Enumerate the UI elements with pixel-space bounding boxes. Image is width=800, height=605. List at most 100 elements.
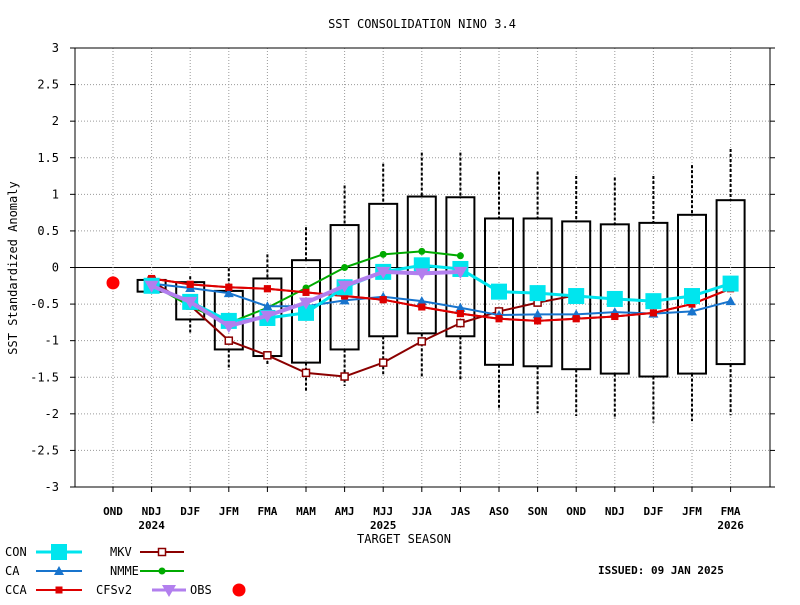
x-tick-label: DJF — [643, 505, 663, 518]
x-tick-label: FMA — [257, 505, 277, 518]
chart-title: SST CONSOLIDATION NINO 3.4 — [328, 17, 516, 31]
data-point-ca — [262, 301, 273, 311]
legend-item-obs-point — [232, 583, 246, 597]
data-point-cfsv2 — [456, 310, 464, 318]
legend-item-nmme: NMME — [110, 564, 184, 578]
y-tick-label: -2 — [45, 407, 59, 421]
legend-marker — [158, 567, 166, 575]
series-line-mkv — [151, 279, 577, 378]
legend-marker — [51, 544, 67, 560]
data-point-mkv — [263, 351, 272, 360]
data-point-ca — [223, 288, 234, 298]
x-tick-label: NDJ — [142, 505, 162, 518]
data-point-obs — [221, 321, 236, 334]
data-point-mkv — [301, 368, 311, 378]
year-label: 2024 — [138, 519, 165, 532]
year-label: 2026 — [717, 519, 744, 532]
data-point-obs — [453, 266, 468, 279]
y-tick-label: 0 — [52, 261, 59, 275]
box-rect — [715, 199, 746, 366]
data-point-mkv — [417, 337, 427, 346]
legend-marker — [157, 547, 167, 557]
year-label: 2025 — [370, 519, 397, 532]
data-point-con — [568, 288, 585, 305]
data-point-mkv — [224, 336, 234, 345]
data-point-obs — [299, 297, 313, 310]
data-point-cfsv2 — [341, 292, 349, 300]
legend-item-mkv: MKV — [110, 545, 184, 559]
data-point-con — [722, 275, 739, 292]
data-point-mkv — [378, 358, 388, 367]
data-point-obs — [260, 310, 275, 323]
legend-item-cfsv2: CFSv2 — [36, 583, 132, 597]
x-tick-label: DJF — [180, 505, 200, 518]
series-line-ca — [151, 282, 731, 317]
data-point-cfsv2 — [688, 300, 696, 308]
data-point-ca — [416, 296, 427, 306]
data-point-mkv — [456, 318, 465, 328]
series-line-cfsv2 — [151, 277, 731, 322]
data-point-nmme — [379, 250, 387, 258]
legend-obs-dot — [232, 583, 246, 597]
axis-layer: 3 2.5 2 1.5 1 0.5 0 -0.5 -1 -1.5 -2 -2.5 -3 OND NDJ DJF… — [30, 41, 775, 532]
data-point-obs — [414, 268, 429, 281]
data-point-nmme — [418, 247, 426, 255]
y-tick-label: -0.5 — [30, 297, 59, 311]
grid-layer — [75, 48, 770, 487]
data-point-cfsv2 — [572, 315, 580, 323]
x-tick-label: JFM — [219, 505, 239, 518]
data-point-ca — [725, 296, 736, 306]
legend-marker — [55, 586, 63, 594]
issued-date: ISSUED: 09 JAN 2025 — [598, 564, 724, 577]
x-tick-label: MJJ — [373, 505, 393, 518]
x-tick-label: JFM — [682, 505, 702, 518]
legend-label: OBS — [190, 583, 212, 597]
data-point-cfsv2 — [225, 283, 233, 291]
data-point-obs — [376, 266, 391, 279]
box-rect — [329, 224, 360, 351]
y-tick-label: -3 — [45, 480, 59, 494]
data-point-con — [529, 285, 546, 302]
data-point-cfsv2 — [379, 296, 387, 304]
data-point-obs — [144, 280, 159, 293]
data-point-cfsv2 — [418, 303, 426, 311]
x-tick-label: FMA — [721, 505, 741, 518]
legend-label: NMME — [110, 564, 139, 578]
data-point-nmme — [456, 252, 464, 260]
obs-point — [106, 276, 120, 290]
box-rect — [677, 213, 707, 375]
data-point-cfsv2 — [611, 313, 619, 321]
x-tick-label: NDJ — [605, 505, 625, 518]
y-tick-label: -1.5 — [30, 370, 59, 384]
data-point-obs — [183, 296, 198, 309]
data-point-cfsv2 — [263, 285, 271, 293]
data-point-con — [491, 283, 507, 300]
box-rect — [291, 259, 321, 364]
y-tick-label: 2.5 — [37, 78, 59, 92]
data-point-ca — [687, 306, 697, 316]
data-point-ca — [455, 302, 466, 312]
data-point-cfsv2 — [302, 288, 310, 296]
data-point-cfsv2 — [495, 315, 503, 323]
y-tick-label: -2.5 — [30, 443, 59, 457]
data-point-obs — [337, 280, 352, 293]
legend-item-con: CON — [5, 544, 82, 560]
data-point-con — [645, 293, 662, 310]
legend-item-obs: OBS — [152, 583, 212, 597]
data-point-con — [298, 304, 314, 321]
x-axis-label: TARGET SEASON — [357, 532, 451, 546]
y-tick-label: 1.5 — [37, 151, 59, 165]
legend-label: MKV — [110, 545, 132, 559]
data-point-cfsv2 — [649, 309, 657, 317]
data-point-con — [684, 288, 700, 305]
legend-label: CA — [5, 564, 20, 578]
data-point-con — [606, 290, 623, 307]
legend-marker — [162, 585, 176, 597]
legend-marker — [54, 566, 64, 575]
data-point-ca — [532, 309, 543, 319]
legend-label: CFSv2 — [96, 583, 132, 597]
x-tick-label: OND — [566, 505, 586, 518]
legend-item-ca: CA — [5, 564, 82, 578]
